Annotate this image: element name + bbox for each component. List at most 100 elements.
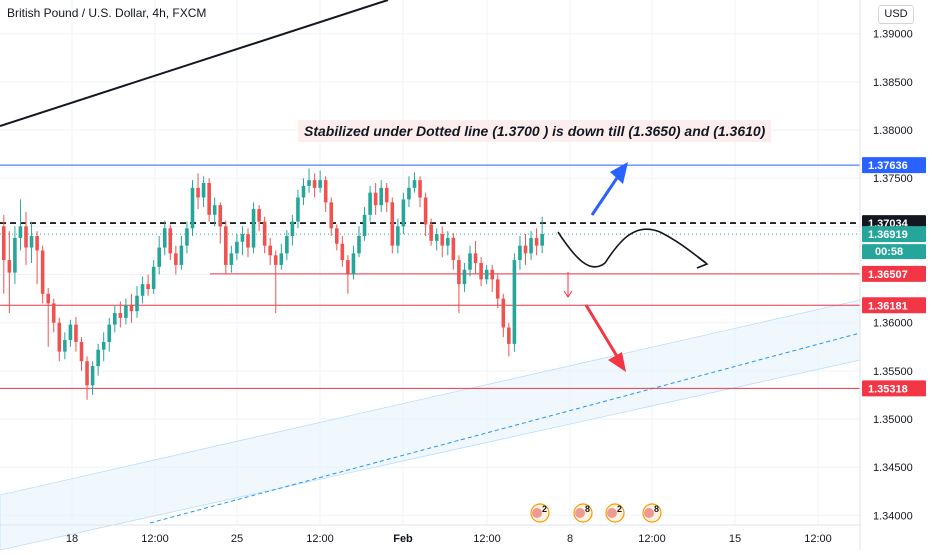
flag-icon <box>532 508 542 518</box>
event-marker-count: 8 <box>585 504 590 514</box>
y-tick-label: 1.35500 <box>873 366 913 378</box>
x-tick-label: 12:00 <box>306 533 334 545</box>
candle-body <box>1 226 6 261</box>
candle-body <box>335 228 339 244</box>
candle-body <box>35 236 39 251</box>
candle-body <box>24 226 28 248</box>
candle-body <box>196 187 200 198</box>
x-tick-label: Feb <box>393 533 413 545</box>
candle-body <box>124 305 128 318</box>
candle-body <box>146 284 150 289</box>
candle-body <box>285 236 289 254</box>
candle-body <box>157 247 161 267</box>
candle-body <box>262 221 267 246</box>
candle-body <box>273 255 278 265</box>
candle-body <box>418 180 422 198</box>
candle-body <box>301 185 306 198</box>
candle-body <box>212 205 217 215</box>
candle-body <box>51 303 56 323</box>
candle-body <box>96 349 100 367</box>
candle-body <box>257 209 261 222</box>
candle-body <box>251 209 256 248</box>
candle-body <box>368 192 372 215</box>
candle-body <box>457 260 461 285</box>
candles-layer <box>1 168 544 400</box>
candle-body <box>507 327 511 344</box>
candle-body <box>168 228 173 254</box>
candle-body <box>351 253 356 275</box>
countdown-box <box>862 244 926 260</box>
candle-body <box>279 253 284 265</box>
candle-body <box>118 313 123 318</box>
currency-button[interactable]: USD <box>878 5 914 24</box>
price-label-text: 1.36181 <box>868 300 908 312</box>
candle-body <box>113 313 117 325</box>
candle-body <box>501 298 506 328</box>
candle-body <box>40 250 45 294</box>
event-markers-layer: 2 8 2 8 <box>530 503 662 523</box>
price-label-box <box>862 297 926 314</box>
event-marker-count: 2 <box>542 504 547 514</box>
candle-body <box>329 202 334 229</box>
candle-body <box>7 260 12 273</box>
candle-body <box>174 253 178 265</box>
candle-body <box>523 245 528 254</box>
candle-body <box>29 236 34 248</box>
event-marker: 8 <box>573 503 593 523</box>
blue-arrow-shaft <box>590 171 623 216</box>
candle-body <box>129 305 134 312</box>
regression-channel <box>0 299 861 551</box>
red-arrow-shaft <box>584 304 620 359</box>
candle-body <box>429 224 433 241</box>
candle-body <box>235 241 239 254</box>
flag-icon <box>575 508 585 518</box>
x-tick-label: 12:00 <box>473 533 501 545</box>
candle-body <box>473 253 478 263</box>
candle-body <box>63 340 67 352</box>
candle-body <box>312 180 317 188</box>
candle-body <box>318 180 322 188</box>
candle-body <box>412 180 417 188</box>
candle-body <box>229 253 234 265</box>
y-tick-label: 1.39000 <box>873 29 913 41</box>
candle-body <box>179 245 184 265</box>
event-marker: 2 <box>605 503 625 523</box>
flag-icon <box>607 508 617 518</box>
y-tick-label: 1.36000 <box>873 318 913 330</box>
candle-body <box>446 237 450 246</box>
candle-body <box>401 199 406 227</box>
event-marker: 8 <box>642 503 662 523</box>
price-label-box <box>862 265 926 282</box>
candle-body <box>13 237 17 273</box>
horizontal-lines <box>0 164 860 389</box>
candle-body <box>540 234 544 246</box>
candle-body <box>451 237 456 261</box>
curved-path-arrowhead <box>696 256 709 269</box>
candle-body <box>79 341 84 362</box>
x-tick-label: 15 <box>729 533 741 545</box>
candle-body <box>268 245 272 256</box>
candle-body <box>201 183 206 198</box>
y-tick-label: 1.37500 <box>873 173 913 185</box>
candle-body <box>185 228 189 246</box>
candle-body <box>529 237 533 254</box>
candle-body <box>68 324 73 341</box>
y-tick-label: 1.35000 <box>873 414 913 426</box>
candle-body <box>151 266 156 289</box>
candle-body <box>218 205 223 227</box>
candle-body <box>323 180 328 203</box>
small-arrow-head <box>563 290 573 298</box>
candle-body <box>18 226 23 238</box>
price-label-text: 1.37636 <box>868 160 908 172</box>
candle-body <box>373 192 378 206</box>
y-tick-label: 1.34500 <box>873 462 913 474</box>
x-tick-label: 12:00 <box>804 533 832 545</box>
drawings-layer <box>0 0 709 372</box>
candle-body <box>462 269 467 285</box>
candle-body <box>534 237 539 246</box>
y-tick-label: 1.38000 <box>873 125 913 137</box>
candle-body <box>490 269 494 280</box>
candle-body <box>190 187 195 229</box>
annotation-text[interactable]: Stabilized under Dotted line (1.3700 ) i… <box>298 120 772 142</box>
